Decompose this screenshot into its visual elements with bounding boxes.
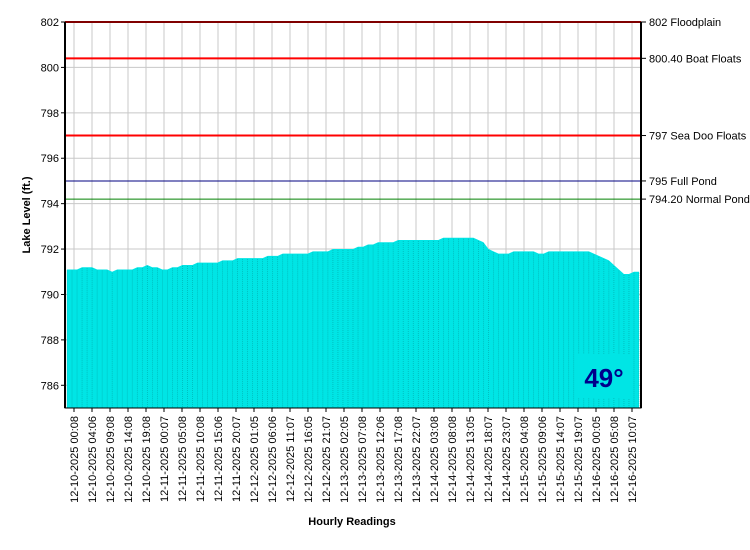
x-tick-label: 12-13-2025 07:08 bbox=[357, 416, 369, 503]
reference-label: 797 Sea Doo Floats bbox=[649, 131, 747, 143]
x-tick-label: 12-12-2025 11:07 bbox=[285, 416, 297, 502]
x-tick-label: 12-16-2025 10:07 bbox=[627, 416, 639, 503]
x-tick-label: 12-11-2025 10:08 bbox=[195, 416, 207, 502]
x-tick-label: 12-11-2025 20:07 bbox=[231, 416, 243, 502]
x-tick-label: 12-11-2025 05:08 bbox=[177, 416, 189, 502]
x-tick-label: 12-12-2025 01:05 bbox=[249, 416, 261, 503]
y-tick-label: 788 bbox=[41, 335, 59, 347]
y-tick-label: 800 bbox=[41, 62, 59, 74]
x-tick-label: 12-15-2025 09:06 bbox=[537, 416, 549, 503]
x-tick-label: 12-12-2025 06:06 bbox=[267, 416, 279, 503]
x-tick-label: 12-16-2025 05:08 bbox=[609, 416, 621, 503]
y-tick-label: 790 bbox=[41, 289, 59, 301]
y-axis-title: Lake Level (ft.) bbox=[21, 176, 33, 253]
x-tick-label: 12-13-2025 17:08 bbox=[393, 416, 405, 503]
reference-label: 794.20 Normal Pond bbox=[649, 194, 750, 206]
x-tick-label: 12-14-2025 13:05 bbox=[465, 416, 477, 503]
x-tick-label: 12-15-2025 14:07 bbox=[555, 416, 567, 503]
x-tick-label: 12-10-2025 00:08 bbox=[69, 416, 81, 503]
x-tick-label: 12-15-2025 19:07 bbox=[573, 416, 585, 503]
x-tick-label: 12-14-2025 03:08 bbox=[429, 416, 441, 503]
axes: 786 788 790 792 794 796 798 800 802 12-10-2025 00… bbox=[41, 17, 642, 503]
lake-level-series bbox=[66, 237, 640, 408]
reference-label: 800.40 Boat Floats bbox=[649, 53, 742, 65]
x-tick-label: 12-10-2025 09:08 bbox=[105, 416, 117, 503]
x-tick-label: 12-11-2025 15:06 bbox=[213, 416, 225, 502]
x-tick-label: 12-13-2025 12:06 bbox=[375, 416, 387, 503]
y-tick-label: 798 bbox=[41, 108, 59, 120]
x-tick-label: 12-12-2025 21:07 bbox=[321, 416, 333, 503]
x-tick-label: 12-14-2025 08:08 bbox=[447, 416, 459, 503]
y-tick-label: 794 bbox=[41, 199, 59, 211]
y-tick-label: 802 bbox=[41, 17, 59, 29]
x-tick-label: 12-10-2025 19:08 bbox=[141, 416, 153, 503]
temperature-value: 49° bbox=[584, 363, 623, 393]
x-tick-label: 12-12-2025 16:05 bbox=[303, 416, 315, 503]
temperature-badge: 49° bbox=[577, 354, 632, 398]
x-tick-label: 12-10-2025 04:06 bbox=[87, 416, 99, 503]
reference-label: 802 Floodplain bbox=[649, 17, 721, 29]
x-tick-label: 12-13-2025 22:07 bbox=[411, 416, 423, 503]
y-tick-label: 786 bbox=[41, 380, 59, 392]
x-tick-label: 12-11-2025 00:07 bbox=[159, 416, 171, 502]
x-tick-label: 12-16-2025 00:05 bbox=[591, 416, 603, 503]
x-tick-label: 12-14-2025 23:07 bbox=[501, 416, 513, 503]
x-axis-title: Hourly Readings bbox=[308, 516, 395, 528]
y-tick-label: 792 bbox=[41, 244, 59, 256]
x-tick-label: 12-10-2025 14:08 bbox=[123, 416, 135, 503]
y-tick-label: 796 bbox=[41, 153, 59, 165]
x-tick-label: 12-13-2025 02:05 bbox=[339, 416, 351, 503]
x-tick-label: 12-14-2025 18:07 bbox=[483, 416, 495, 503]
reference-label: 795 Full Pond bbox=[649, 176, 717, 188]
temperature-badge-background bbox=[577, 354, 632, 398]
x-tick-label: 12-15-2025 04:08 bbox=[519, 416, 531, 503]
